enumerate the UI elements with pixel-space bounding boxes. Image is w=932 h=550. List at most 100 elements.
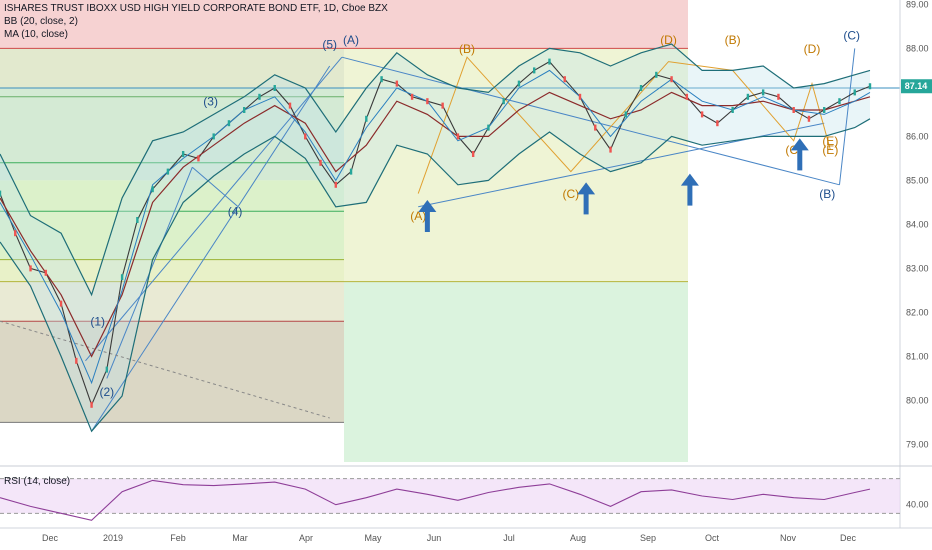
price-point [517,80,521,87]
time-axis-tick: Sep [640,533,656,543]
wave-label: (5) [322,37,337,51]
price-point [197,155,200,162]
price-axis-tick: 89.00 [906,0,929,9]
bollinger-upper-line [0,43,871,297]
bollinger-basis-line [0,91,871,358]
price-point [288,102,292,109]
price-point [685,93,689,100]
wave-label: (C) [563,187,580,201]
zone-yellow [0,259,344,282]
price-axis-tick: 83.00 [906,263,929,273]
price-axis-tick: 80.00 [906,395,929,405]
up-arrow-icon [680,173,699,206]
wave-label: (E) [822,134,838,148]
price-point [59,300,63,307]
price-point [166,168,170,175]
wave-label: (4) [228,205,243,219]
time-axis-tick: Mar [232,533,248,543]
ma-legend: MA (10, close) [4,29,68,40]
time-axis-tick: Jul [503,533,515,543]
rsi-legend: RSI (14, close) [4,476,71,487]
time-axis-tick: Feb [170,533,186,543]
price-point [731,107,734,113]
zone-khaki [0,281,344,322]
bb-legend: BB (20, close, 2) [4,16,78,27]
price-point [120,274,124,281]
price-axis-tick: 84.00 [906,219,929,229]
price-point [578,93,582,100]
current-price-label: 87.14 [905,81,928,91]
price-point [380,76,383,83]
price-point [319,159,322,166]
up-arrow-icon [418,200,437,232]
price-point [441,102,444,109]
price-point [349,168,353,175]
price-point [334,181,337,188]
up-arrow-icon [577,182,596,215]
trend-line [838,48,856,185]
price-axis-tick: 85.00 [906,175,929,185]
price-point [868,83,872,90]
price-point [624,111,627,118]
wave-label: (2) [100,385,115,399]
price-axis-tick: 86.00 [906,131,929,141]
price-point [75,357,78,364]
price-point [533,67,536,74]
time-axis-tick: Aug [570,533,586,543]
wave-label: (B) [725,33,741,47]
rsi-line [0,479,871,521]
price-point [29,265,32,272]
price-point [0,190,2,197]
price-point [502,98,505,105]
trend-line [341,56,840,186]
price-point [243,107,246,113]
time-axis-tick: Nov [780,533,797,543]
price-point [151,186,154,193]
price-point [594,124,597,131]
price-point [746,93,750,100]
price-point [212,133,215,140]
price-point [761,89,765,96]
price-point [105,366,109,373]
zone-green-1 [0,88,344,181]
trend-line [85,56,343,362]
zone-olive [0,48,344,88]
time-axis-tick: Oct [705,533,720,543]
price-point [487,124,490,131]
time-axis-tick: 2019 [103,533,123,543]
price-point [716,120,719,127]
price-point [807,115,811,122]
wave-label: (3) [203,95,218,109]
price-point [365,115,368,122]
time-axis-tick: Apr [299,533,313,543]
price-point [410,93,414,100]
price-point [777,93,780,100]
price-point [456,133,460,140]
price-point [792,107,795,113]
rsi-band-fill [0,478,900,514]
price-point [273,85,276,91]
price-point [44,269,47,276]
wave-label: (B) [819,187,835,201]
wave-label: (1) [90,315,105,329]
rsi-axis-tick: 40.00 [906,500,929,510]
price-point [548,58,551,65]
wave-label: (A) [343,33,359,47]
price-point [639,85,643,91]
trend-line [91,65,331,432]
time-axis-tick: Dec [840,533,857,543]
price-axis-tick: 81.00 [906,351,929,361]
up-arrow-icon [790,138,809,171]
price-point [563,76,566,83]
wave-label: (A) [410,209,426,223]
zone-green-2 [0,180,344,260]
price-line [0,60,871,407]
bollinger-lower-line [0,118,871,433]
time-axis-tick: May [364,533,382,543]
price-point [426,98,429,105]
zone-red [0,0,344,49]
price-point [136,217,139,223]
current-price-tag [901,79,932,94]
price-point [304,133,307,140]
